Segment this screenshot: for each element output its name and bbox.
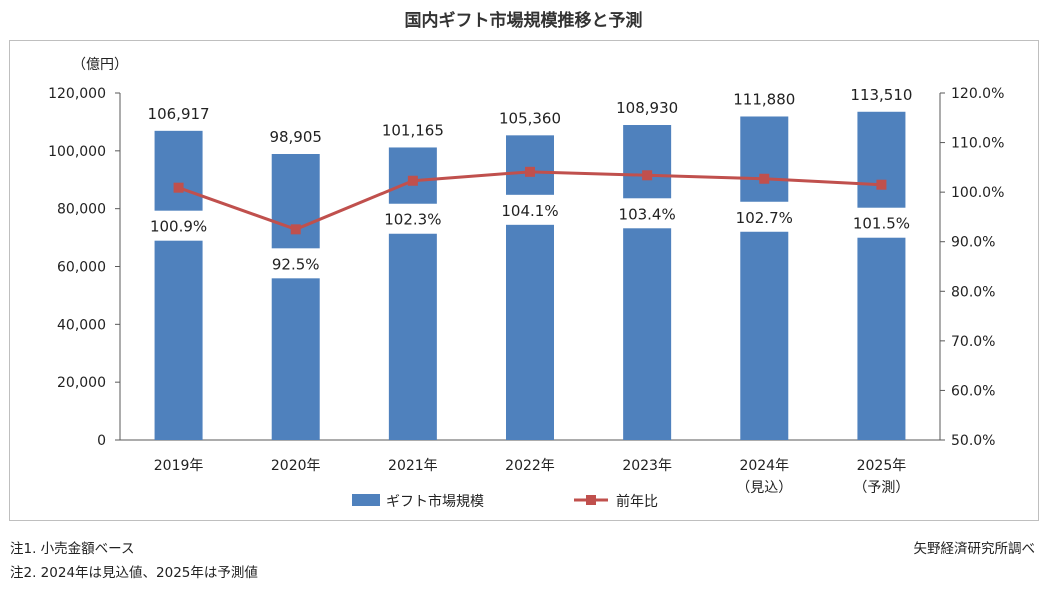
right-axis-tick-label: 80.0% — [951, 284, 995, 300]
yoy-marker — [876, 179, 887, 190]
x-axis-tick-label: 2021年 — [388, 458, 438, 474]
bar-value-label: 105,360 — [499, 109, 561, 127]
legend-label-market-size: ギフト市場規模 — [386, 493, 484, 510]
bar-market-size — [506, 135, 554, 441]
x-axis-tick-label: 2022年 — [505, 458, 555, 474]
yoy-label-box — [728, 201, 801, 232]
yoy-label-box — [376, 203, 449, 234]
right-axis-tick-label: 50.0% — [951, 433, 995, 449]
yoy-value-label: 101.5% — [853, 215, 910, 233]
bar-value-label: 98,905 — [269, 128, 322, 146]
bar-market-size — [740, 116, 789, 440]
left-axis-tick-label: 0 — [97, 433, 106, 449]
yoy-value-label: 102.3% — [384, 211, 441, 229]
right-axis-tick-label: 60.0% — [951, 383, 995, 399]
left-axis-unit-label: （億円） — [72, 57, 128, 73]
bar-market-size — [857, 111, 906, 441]
left-axis-tick-label: 80,000 — [57, 202, 106, 218]
footnote-1: 注1. 小売金額ベース — [10, 541, 135, 557]
x-axis-tick-label: 2024年 — [739, 458, 789, 474]
x-axis-tick-label: 2019年 — [154, 458, 204, 474]
right-axis-tick-label: 120.0% — [951, 86, 1004, 102]
legend-label-yoy: 前年比 — [616, 493, 658, 510]
yoy-label-box — [845, 207, 918, 238]
yoy-value-label: 102.7% — [736, 209, 793, 227]
yoy-value-label: 103.4% — [619, 205, 676, 223]
legend-swatch-market-size — [352, 494, 380, 506]
bar-value-label: 106,917 — [148, 105, 210, 123]
bar-value-label: 111,880 — [733, 90, 795, 108]
source-credit: 矢野経済研究所調べ — [913, 541, 1036, 557]
left-axis-tick-label: 20,000 — [57, 375, 106, 391]
right-axis-tick-label: 100.0% — [951, 185, 1004, 201]
right-axis-tick-label: 90.0% — [951, 235, 995, 251]
yoy-marker — [642, 170, 653, 181]
yoy-label-box — [611, 198, 684, 229]
yoy-marker — [759, 173, 770, 184]
yoy-value-label: 100.9% — [150, 218, 207, 236]
yoy-marker — [290, 224, 301, 235]
bar-market-size — [271, 153, 320, 441]
x-axis-sublabel: （予測） — [853, 480, 909, 496]
yoy-label-box — [259, 248, 332, 279]
right-axis-tick-label: 70.0% — [951, 334, 995, 350]
yoy-value-label: 92.5% — [272, 255, 320, 273]
bar-market-size — [154, 130, 203, 441]
yoy-marker — [525, 166, 535, 177]
legend-swatch-marker-yoy — [586, 495, 596, 505]
left-axis-tick-label: 100,000 — [48, 144, 106, 160]
yoy-label-box — [142, 210, 215, 241]
left-axis-tick-label: 40,000 — [57, 317, 106, 333]
chart-title: 国内ギフト市場規模推移と予測 — [404, 11, 643, 31]
left-axis-tick-label: 60,000 — [57, 260, 106, 276]
bar-value-label: 113,510 — [850, 86, 912, 104]
right-axis-tick-label: 110.0% — [951, 136, 1004, 152]
x-axis-tick-label: 2020年 — [271, 458, 321, 474]
left-axis-tick-label: 120,000 — [48, 86, 106, 102]
footnote-2: 注2. 2024年は見込値、2025年は予測値 — [10, 565, 258, 581]
x-axis-tick-label: 2025年 — [857, 458, 907, 474]
bar-market-size — [388, 147, 437, 440]
yoy-marker — [173, 182, 184, 193]
x-axis-sublabel: （見込） — [736, 480, 792, 496]
yoy-label-box — [494, 194, 566, 225]
bar-value-label: 108,930 — [616, 99, 678, 117]
x-axis-tick-label: 2023年 — [622, 458, 672, 474]
yoy-marker — [407, 175, 418, 186]
bar-value-label: 101,165 — [382, 121, 444, 139]
yoy-value-label: 104.1% — [501, 202, 558, 220]
